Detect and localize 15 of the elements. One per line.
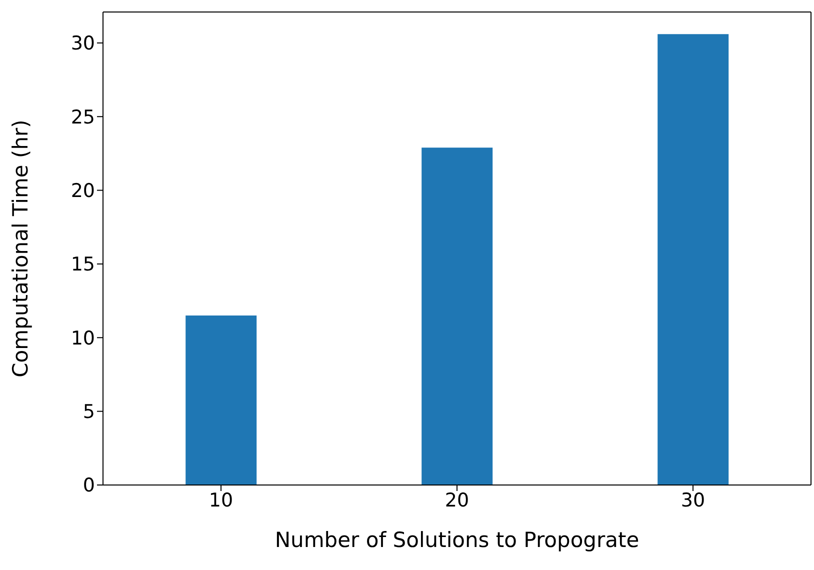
y-tick-label: 25 [70, 106, 95, 128]
y-tick-label: 5 [82, 401, 95, 424]
x-axis-title: Number of Solutions to Propograte [274, 528, 640, 552]
bar [658, 34, 729, 485]
y-axis-title: Computational Time (hr) [8, 120, 32, 378]
y-tick-label: 30 [70, 32, 95, 55]
bar [186, 316, 257, 485]
bar [422, 148, 493, 485]
y-tick-label: 15 [70, 254, 95, 276]
y-tick-label: 10 [70, 327, 95, 350]
y-tick-label: 0 [82, 474, 95, 497]
x-tick-label: 20 [444, 489, 470, 512]
x-tick-label: 30 [680, 489, 706, 512]
y-tick-label: 20 [70, 180, 95, 202]
x-tick-label: 10 [208, 489, 234, 512]
